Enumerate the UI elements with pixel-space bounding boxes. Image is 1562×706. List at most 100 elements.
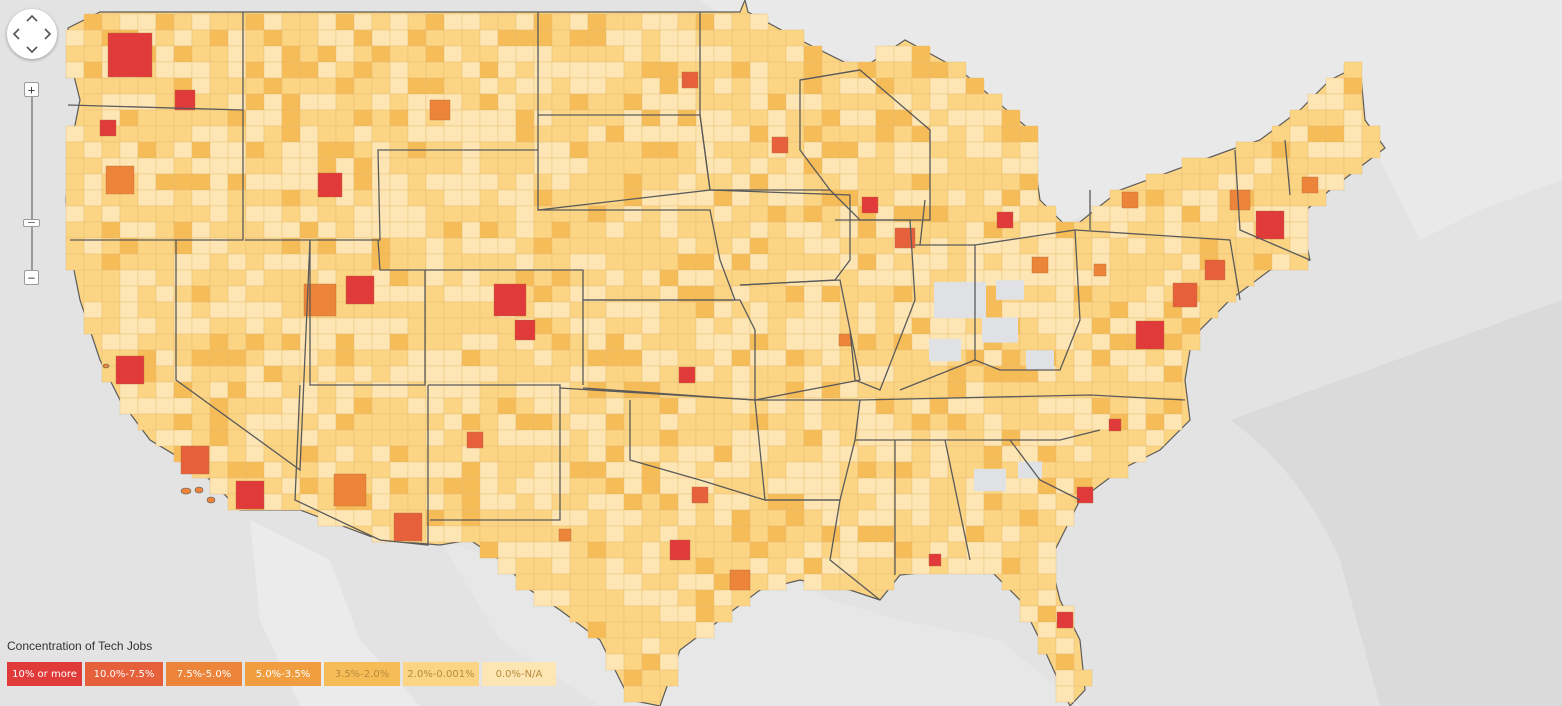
county-cell[interactable] xyxy=(479,221,499,239)
county-cell[interactable] xyxy=(929,141,949,159)
county-cell[interactable] xyxy=(1001,141,1021,159)
county-cell[interactable] xyxy=(479,525,499,543)
county-cell[interactable] xyxy=(1073,413,1093,431)
county-cell[interactable] xyxy=(731,477,751,495)
county-cell[interactable] xyxy=(1055,301,1075,319)
county-cell[interactable] xyxy=(1055,253,1075,271)
county-cell[interactable] xyxy=(677,253,697,271)
county-cell[interactable] xyxy=(803,557,823,575)
county-cell[interactable] xyxy=(335,29,355,47)
county-cell[interactable] xyxy=(173,429,193,447)
county-cell[interactable] xyxy=(1001,381,1021,399)
county-cell[interactable] xyxy=(353,509,373,527)
county-cell[interactable] xyxy=(551,45,571,63)
county-cell[interactable] xyxy=(875,301,895,319)
county-cell[interactable] xyxy=(605,445,625,463)
county-cell[interactable] xyxy=(191,381,211,399)
county-cell[interactable] xyxy=(587,317,607,335)
county-cell[interactable] xyxy=(1055,285,1075,303)
county-cell[interactable] xyxy=(497,253,517,271)
county-cell[interactable] xyxy=(353,253,373,271)
county-cell[interactable] xyxy=(209,301,229,319)
county-cell[interactable] xyxy=(929,157,949,175)
county-cell[interactable] xyxy=(605,621,625,639)
county-cell[interactable] xyxy=(1289,125,1309,143)
county-cell[interactable] xyxy=(659,317,679,335)
county-cell[interactable] xyxy=(659,157,679,175)
county-cell[interactable] xyxy=(1055,413,1075,431)
county-cell[interactable] xyxy=(551,413,571,431)
county-cell[interactable] xyxy=(353,365,373,383)
county-cell[interactable] xyxy=(227,381,247,399)
county-cell[interactable] xyxy=(749,29,769,47)
county-cell[interactable] xyxy=(479,45,499,63)
county-cell[interactable] xyxy=(425,301,445,319)
county-cell[interactable] xyxy=(497,61,517,79)
county-cell[interactable] xyxy=(587,589,607,607)
county-cell[interactable] xyxy=(983,525,1003,543)
county-cell[interactable] xyxy=(407,157,427,175)
county-cell[interactable] xyxy=(875,461,895,479)
county-cell[interactable] xyxy=(407,173,427,191)
county-cell[interactable] xyxy=(389,301,409,319)
county-cell[interactable] xyxy=(623,413,643,431)
county-cell[interactable] xyxy=(227,413,247,431)
county-cell[interactable] xyxy=(785,301,805,319)
county-cell[interactable] xyxy=(587,109,607,127)
legend-bin-7-5-5[interactable]: 7.5%-5.0% xyxy=(166,662,242,686)
county-cell[interactable] xyxy=(227,461,247,479)
county-cell[interactable] xyxy=(875,349,895,367)
county-cell[interactable] xyxy=(173,413,193,431)
county-cell[interactable] xyxy=(623,253,643,271)
county-cell[interactable] xyxy=(83,317,103,335)
county-cell[interactable] xyxy=(695,573,715,591)
county-cell[interactable] xyxy=(425,173,445,191)
county-cell[interactable] xyxy=(515,525,535,543)
county-cell[interactable] xyxy=(569,413,589,431)
county-cell[interactable] xyxy=(425,493,445,511)
county-cell[interactable] xyxy=(803,445,823,463)
county-cell[interactable] xyxy=(677,557,697,575)
county-cell[interactable] xyxy=(605,653,625,671)
county-cell[interactable] xyxy=(191,125,211,143)
county-cell[interactable] xyxy=(389,13,409,31)
county-cell[interactable] xyxy=(641,237,661,255)
county-cell[interactable] xyxy=(767,525,787,543)
county-cell[interactable] xyxy=(713,429,733,447)
county-cell[interactable] xyxy=(1001,541,1021,559)
county-cell[interactable] xyxy=(245,109,265,127)
county-cell[interactable] xyxy=(1181,173,1201,191)
county-cell[interactable] xyxy=(569,189,589,207)
county-cell[interactable] xyxy=(443,413,463,431)
county-cell[interactable] xyxy=(137,285,157,303)
county-cell[interactable] xyxy=(245,333,265,351)
county-cell[interactable] xyxy=(695,509,715,527)
county-cell[interactable] xyxy=(803,141,823,159)
county-cell[interactable] xyxy=(389,237,409,255)
county-cell[interactable] xyxy=(317,253,337,271)
county-cell[interactable] xyxy=(335,397,355,415)
county-cell[interactable] xyxy=(929,525,949,543)
county-cell[interactable] xyxy=(623,381,643,399)
county-cell[interactable] xyxy=(713,605,733,623)
county-cell[interactable] xyxy=(281,189,301,207)
county-cell[interactable] xyxy=(641,445,661,463)
county-cell[interactable] xyxy=(461,445,481,463)
county-cell[interactable] xyxy=(209,13,229,31)
county-cell[interactable] xyxy=(335,445,355,463)
county-cell[interactable] xyxy=(245,77,265,95)
county-cell[interactable] xyxy=(857,237,877,255)
county-cell[interactable] xyxy=(353,429,373,447)
county-cell[interactable] xyxy=(389,349,409,367)
county-cell[interactable] xyxy=(497,13,517,31)
county-cell[interactable] xyxy=(569,141,589,159)
county-cell[interactable] xyxy=(893,285,913,303)
county-cell[interactable] xyxy=(461,61,481,79)
county-cell[interactable] xyxy=(533,301,553,319)
county-cell[interactable] xyxy=(677,573,697,591)
county-cell[interactable] xyxy=(83,173,103,191)
county-cell[interactable] xyxy=(533,493,553,511)
county-cell[interactable] xyxy=(353,77,373,95)
county-cell[interactable] xyxy=(1325,157,1345,175)
county-cell[interactable] xyxy=(1091,413,1111,431)
